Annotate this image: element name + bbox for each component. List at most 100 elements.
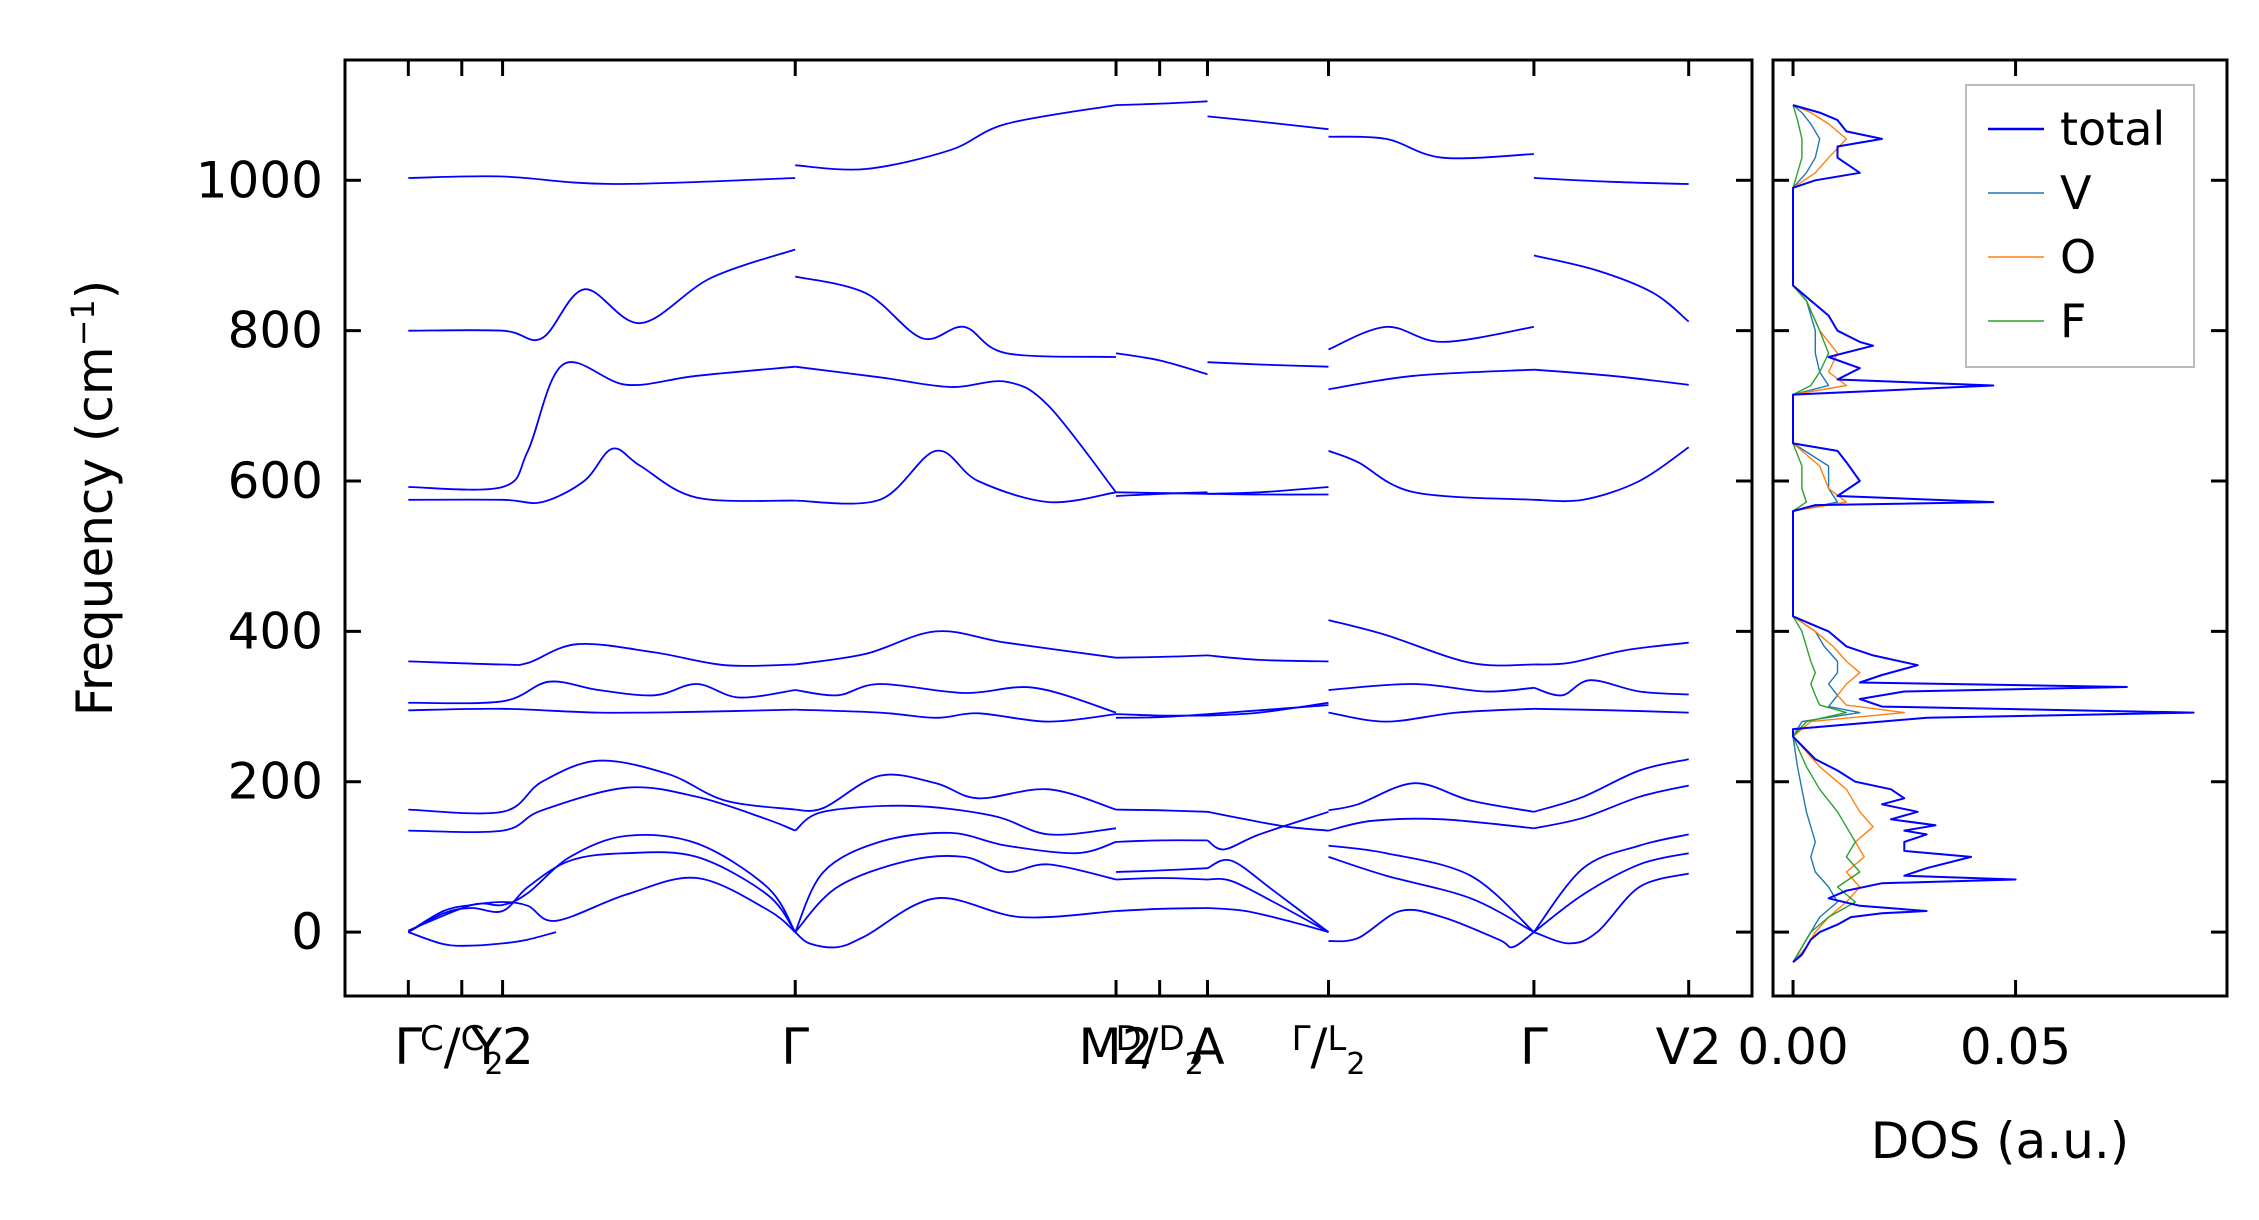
band-line bbox=[1115, 877, 1208, 881]
kpoint-tick-label-part: A bbox=[1190, 1018, 1224, 1076]
band-line bbox=[1533, 177, 1689, 185]
band-line bbox=[408, 931, 557, 947]
dos-x-axis-label: DOS (a.u.) bbox=[1871, 1112, 2130, 1170]
band-line bbox=[408, 175, 796, 185]
kpoint-tick-label-part: / bbox=[1311, 1018, 1328, 1076]
dos-tick-label: 0.00 bbox=[1737, 1018, 1848, 1076]
band-line bbox=[1328, 707, 1534, 723]
kpoint-tick-label-part: C bbox=[420, 1019, 444, 1059]
band-line bbox=[1207, 701, 1329, 717]
frequency-tick-label: 600 bbox=[228, 452, 323, 510]
band-line bbox=[1328, 908, 1535, 949]
band-line bbox=[1533, 679, 1689, 697]
band-line bbox=[1206, 810, 1329, 851]
band-line bbox=[1328, 450, 1534, 501]
band-line bbox=[795, 708, 1117, 723]
band-line bbox=[1115, 907, 1208, 912]
band-line bbox=[1533, 852, 1689, 933]
kpoint-tick-label: A bbox=[1190, 1018, 1224, 1076]
kpoint-tick-label-part: 2 bbox=[1690, 1018, 1722, 1076]
kpoint-tick-label-part: 2 bbox=[1122, 1018, 1154, 1076]
band-line bbox=[794, 855, 1117, 933]
band-line bbox=[795, 104, 1117, 171]
kpoint-tick-label-part: 2 bbox=[1346, 1047, 1365, 1082]
kpoint-tick-label: Γ bbox=[394, 1018, 422, 1076]
dos-legend: total VOF bbox=[1965, 84, 2195, 368]
kpoint-tick-label-part: Y bbox=[470, 1018, 502, 1076]
band-line bbox=[1533, 446, 1690, 503]
band-line bbox=[1533, 872, 1689, 945]
band-line bbox=[408, 361, 796, 491]
kpoint-tick-label-part: D bbox=[1159, 1019, 1185, 1059]
legend-label: O bbox=[2060, 230, 2096, 284]
kpoint-tick-label-part: M bbox=[1079, 1018, 1122, 1076]
band-line bbox=[795, 365, 1117, 493]
kpoint-tick-label: Y2 bbox=[470, 1018, 533, 1076]
band-line bbox=[1115, 654, 1208, 659]
dos-panel: 0.00 0.05 DOS (a.u.) total VOF bbox=[1737, 58, 2229, 1170]
band-line bbox=[1207, 878, 1329, 933]
dos-ticks bbox=[1791, 60, 2018, 996]
band-line bbox=[1328, 856, 1535, 933]
dos-lines bbox=[1792, 104, 2195, 963]
band-line bbox=[1115, 839, 1208, 843]
band-line bbox=[408, 759, 796, 815]
dos-tick-labels: 0.00 0.05 bbox=[1737, 1018, 2071, 1076]
band-line bbox=[408, 680, 796, 705]
band-line bbox=[1115, 352, 1208, 376]
band-line bbox=[1115, 491, 1208, 495]
kpoint-tick-label-part: Γ bbox=[1520, 1018, 1548, 1076]
y-axis-label-text: Frequency (cm bbox=[66, 346, 124, 716]
kpoint-tick-label: Γ bbox=[1520, 1018, 1548, 1076]
band-line bbox=[1207, 907, 1329, 933]
band-line bbox=[795, 683, 1117, 714]
band-line bbox=[1328, 135, 1534, 160]
band-line bbox=[1533, 254, 1690, 323]
band-line bbox=[407, 834, 796, 933]
kpoint-tick-label: Γ bbox=[781, 1018, 809, 1076]
band-lines bbox=[407, 100, 1690, 949]
kpoint-tick-label: V2 bbox=[1656, 1018, 1722, 1076]
y-axis-label-close: ) bbox=[66, 280, 124, 300]
band-line bbox=[408, 786, 796, 833]
kpoint-tick-label: Γ/L2 bbox=[1292, 1018, 1366, 1082]
band-line bbox=[1328, 619, 1534, 667]
kpoint-tick-label-part: 2 bbox=[1185, 1047, 1204, 1082]
band-line bbox=[408, 707, 796, 714]
band-line bbox=[1207, 115, 1329, 131]
kpoint-tick-label-part: / bbox=[1142, 1018, 1159, 1076]
kpoint-tick-label-part: D bbox=[1115, 1019, 1141, 1059]
kpoint-tick-label-part: L bbox=[1327, 1019, 1346, 1059]
y-axis-label: Frequency (cm−1) bbox=[64, 280, 124, 717]
kpoint-tick-label-part: Γ bbox=[394, 1018, 422, 1076]
frequency-tick-label: 1000 bbox=[196, 151, 323, 209]
band-line bbox=[408, 447, 796, 505]
kpoint-tick-label: C/C2 bbox=[420, 1018, 503, 1082]
band-structure-frame bbox=[343, 58, 1754, 998]
frequency-tick-label: 0 bbox=[291, 903, 323, 961]
band-line bbox=[1207, 858, 1330, 933]
kpoint-tick-label-part: / bbox=[444, 1018, 461, 1076]
dos-tick-label: 0.05 bbox=[1960, 1018, 2071, 1076]
band-line bbox=[794, 897, 1117, 949]
frequency-tick-label: 800 bbox=[228, 302, 323, 360]
kpoint-tick-label-part: 2 bbox=[502, 1018, 534, 1076]
band-line bbox=[794, 831, 1117, 933]
frequency-tick-labels: 0 200 400 600 800 1000 bbox=[196, 151, 323, 961]
legend-box bbox=[1965, 84, 2195, 368]
dos-frame bbox=[1771, 58, 2229, 998]
band-line bbox=[1115, 713, 1208, 717]
band-line bbox=[794, 804, 1117, 836]
kpoint-ticks bbox=[406, 60, 1691, 996]
band-line bbox=[1115, 808, 1208, 813]
band-line bbox=[795, 449, 1117, 505]
band-line bbox=[1207, 361, 1329, 368]
band-line bbox=[795, 773, 1117, 812]
band-line bbox=[1533, 758, 1689, 813]
band-line bbox=[1328, 368, 1534, 391]
band-line bbox=[1328, 325, 1535, 351]
band-line bbox=[1115, 867, 1208, 873]
band-line bbox=[1533, 368, 1689, 386]
band-line bbox=[794, 275, 1117, 358]
